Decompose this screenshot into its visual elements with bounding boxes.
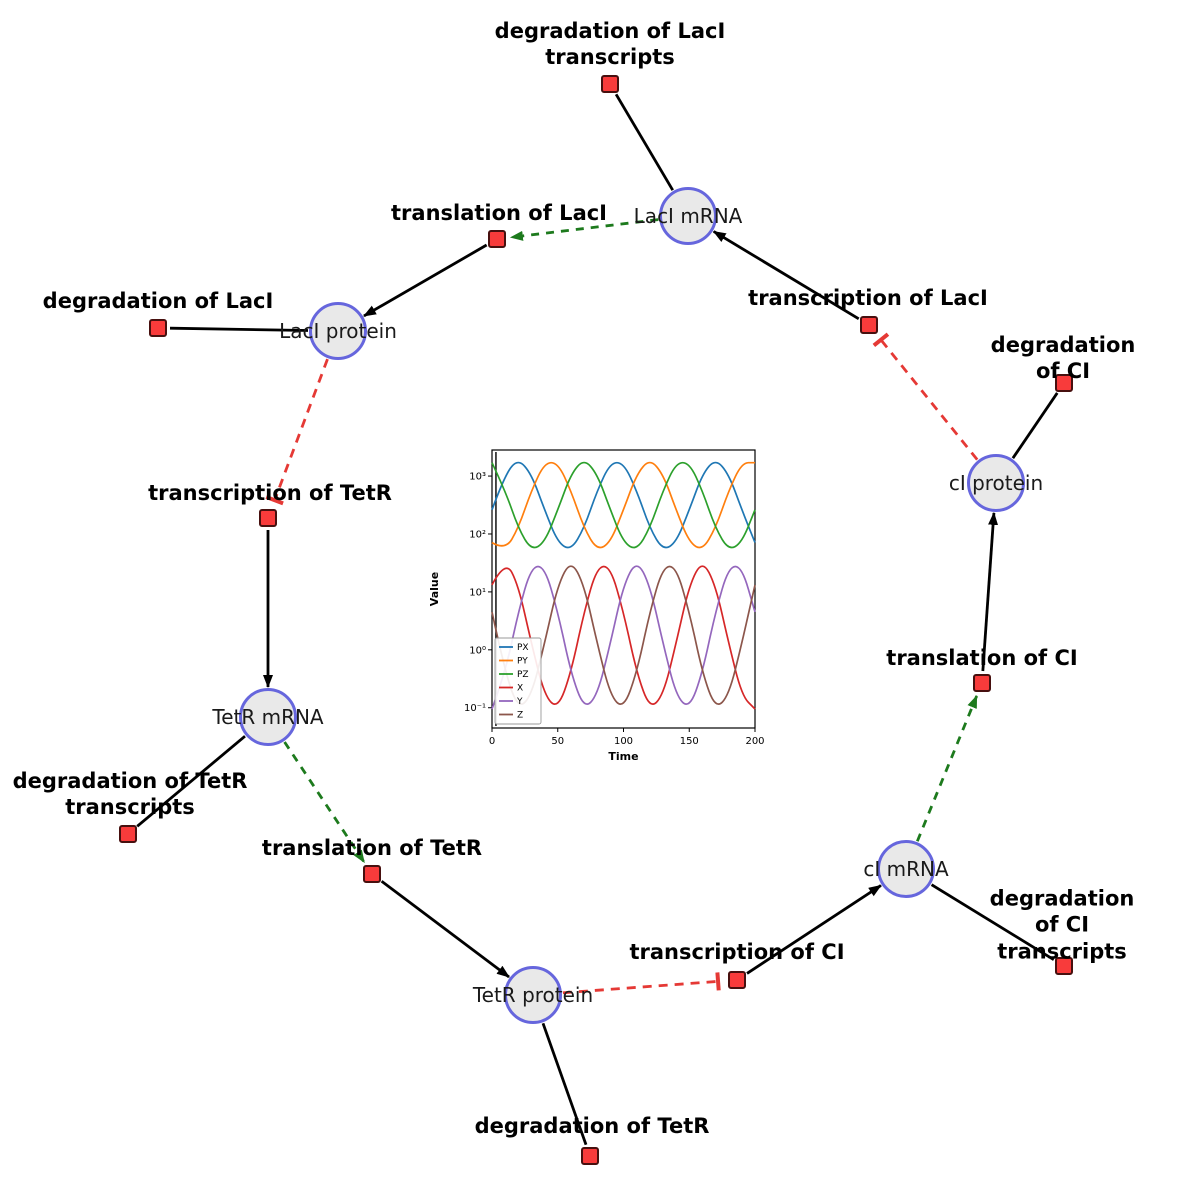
inset-chart-svg: 10³ 10² 10¹ 10⁰ 10⁻¹ 0 50 100 150 200 Time Value PX P… (428, 449, 765, 763)
y-axis-title: Value (428, 572, 441, 606)
y-tick-label: 10³ (469, 472, 486, 483)
legend-label-pz: PZ (517, 670, 529, 680)
series-line-pz (491, 461, 756, 549)
x-tick-label: 150 (680, 736, 699, 747)
series-line-y (491, 565, 756, 710)
y-tick-label: 10¹ (469, 587, 486, 598)
series-line-py (491, 461, 755, 549)
y-tick-label: 10² (469, 529, 486, 540)
x-tick-label: 50 (551, 736, 564, 747)
edge-consumption-laci-mrna-to-degradation-of-laci-transcripts (614, 93, 674, 191)
edge-modifier-ci-mrna-to-translation-of-ci (916, 695, 979, 842)
edge-production-transcription-of-laci-to-laci-mrna (712, 230, 860, 321)
x-tick-label: 0 (489, 736, 495, 747)
edge-consumption-laci-protein-to-degradation-of-laci (169, 326, 309, 332)
legend-box (494, 637, 542, 725)
simulation-inset-chart: 10³ 10² 10¹ 10⁰ 10⁻¹ 0 50 100 150 200 Time Value PX P… (425, 440, 785, 779)
edge-consumption-tetr-protein-to-degradation-of-tetr (541, 1022, 588, 1146)
edge-modifier-laci-mrna-to-translation-of-laci (509, 218, 659, 241)
edge-inhibition-ci-protein-to-transcription-of-laci (872, 332, 979, 461)
edge-consumption-tetr-mrna-to-degradation-of-tetr-transcripts (136, 735, 246, 828)
edge-production-translation-of-laci-to-laci-protein (363, 243, 488, 318)
edge-inhibition-tetr-protein-to-transcription-of-ci (562, 972, 721, 995)
y-tick-label: 10⁰ (469, 645, 486, 656)
edge-production-translation-of-ci-to-ci-protein (981, 511, 999, 672)
x-tick-label: 200 (745, 736, 764, 747)
edge-production-translation-of-tetr-to-tetr-protein (380, 880, 510, 979)
edge-production-transcription-of-ci-to-ci-mrna (746, 884, 882, 975)
legend-label-py: PY (517, 657, 528, 667)
legend-label-px: PX (517, 643, 529, 653)
edge-consumption-ci-protein-to-degradation-of-ci (1011, 392, 1059, 459)
edge-consumption-ci-mrna-to-degradation-of-ci-transcripts (930, 883, 1055, 961)
y-tick-label: 10⁻¹ (464, 703, 486, 714)
series-line-px (491, 461, 756, 549)
x-tick-label: 100 (614, 736, 633, 747)
legend-label-z: Z (517, 711, 523, 721)
legend-label-y: Y (516, 697, 523, 707)
edge-inhibition-laci-protein-to-transcription-of-tetr (265, 358, 329, 506)
legend-label-x: X (517, 684, 523, 694)
x-axis-title: Time (608, 750, 638, 763)
edge-modifier-tetr-mrna-to-translation-of-tetr (283, 741, 366, 864)
